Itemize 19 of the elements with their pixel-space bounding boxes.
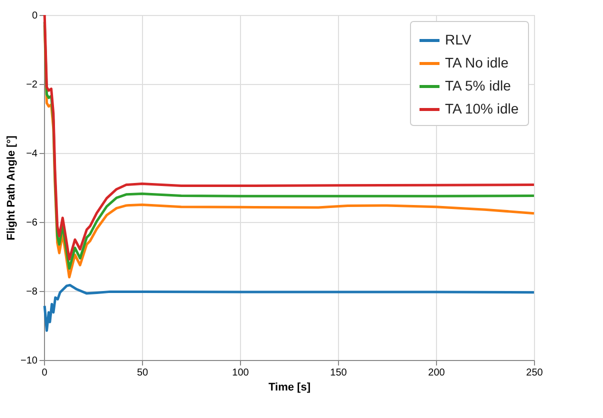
x-tick-label: 50: [136, 368, 148, 378]
x-tick-label: 200: [428, 368, 446, 378]
y-axis-title: Flight Path Angle [°]: [6, 135, 18, 240]
x-axis-title: Time [s]: [268, 382, 311, 394]
y-tick-label: −2: [26, 80, 38, 90]
legend-label: RLV: [445, 32, 472, 48]
x-tick-label: 0: [42, 368, 48, 378]
legend-label: TA No idle: [445, 54, 509, 70]
y-tick-label: −4: [26, 148, 38, 160]
x-tick-label: 100: [232, 368, 250, 378]
legend-label: TA 10% idle: [445, 100, 519, 116]
y-tick-label: −6: [26, 218, 38, 228]
legend-label: TA 5% idle: [445, 78, 512, 94]
line-series: [43, 284, 536, 332]
x-tick-label: 150: [330, 368, 348, 378]
x-tick-label: 250: [526, 368, 544, 378]
y-tick-label: −10: [20, 356, 38, 366]
y-tick-label: −8: [26, 286, 38, 298]
y-tick-label: 0: [32, 10, 38, 22]
